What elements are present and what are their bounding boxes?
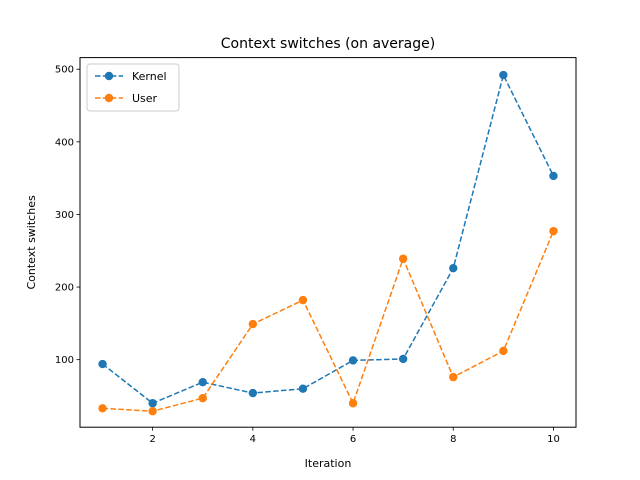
chart-title: Context switches (on average) bbox=[221, 36, 435, 52]
x-tick-label: 8 bbox=[450, 434, 456, 445]
data-point-kernel bbox=[449, 263, 458, 273]
x-tick-label: 10 bbox=[547, 434, 560, 445]
data-point-user bbox=[499, 346, 508, 356]
data-point-kernel bbox=[348, 356, 358, 365]
data-point-kernel bbox=[198, 377, 207, 387]
data-point-kernel bbox=[499, 70, 508, 80]
data-point-user bbox=[398, 254, 408, 263]
data-point-user bbox=[98, 404, 107, 413]
y-tick-label: 500 bbox=[55, 65, 74, 76]
data-point-user bbox=[148, 407, 157, 416]
data-point-kernel bbox=[248, 388, 258, 398]
x-axis-label: Iteration bbox=[305, 457, 352, 470]
data-point-user bbox=[449, 372, 458, 382]
y-axis-label: Context switches bbox=[25, 195, 38, 289]
plot-frame bbox=[79, 57, 577, 428]
y-tick-label: 100 bbox=[55, 355, 74, 366]
data-point-kernel bbox=[148, 399, 157, 408]
x-tick-label: 4 bbox=[250, 434, 256, 445]
series-line-user bbox=[102, 230, 555, 412]
data-point-user bbox=[298, 295, 308, 305]
data-point-user bbox=[348, 399, 358, 408]
y-tick-label: 400 bbox=[55, 137, 74, 148]
data-point-user bbox=[198, 393, 207, 403]
series-line-kernel bbox=[102, 72, 555, 405]
y-tick-label: 300 bbox=[55, 210, 74, 221]
legend-marker-user bbox=[104, 93, 114, 103]
data-point-kernel bbox=[398, 354, 408, 364]
x-tick-label: 2 bbox=[149, 434, 155, 445]
data-point-user bbox=[549, 226, 558, 236]
data-point-kernel bbox=[549, 171, 558, 181]
y-tick-label: 200 bbox=[55, 283, 74, 294]
legend-label-kernel: Kernel bbox=[132, 70, 167, 83]
legend-label-user: User bbox=[132, 92, 158, 105]
data-point-kernel bbox=[98, 359, 107, 369]
data-point-kernel bbox=[298, 384, 308, 393]
legend: Kernel User bbox=[86, 63, 180, 112]
x-tick-label: 6 bbox=[350, 434, 356, 445]
legend-marker-kernel bbox=[104, 71, 114, 81]
data-point-user bbox=[248, 319, 258, 329]
